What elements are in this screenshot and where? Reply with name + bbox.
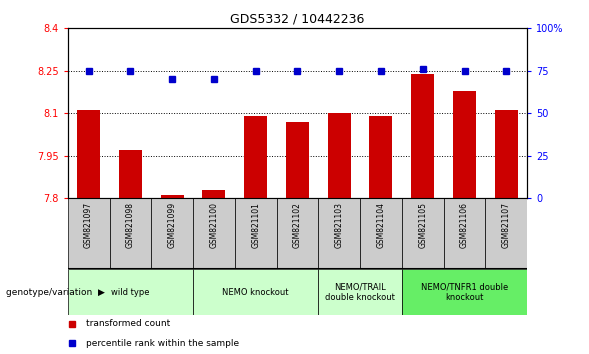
Bar xyxy=(286,122,309,198)
Bar xyxy=(495,110,518,198)
Bar xyxy=(203,190,226,198)
Text: GSM821107: GSM821107 xyxy=(502,202,511,248)
Bar xyxy=(77,110,100,198)
Title: GDS5332 / 10442236: GDS5332 / 10442236 xyxy=(230,13,365,26)
Text: GSM821105: GSM821105 xyxy=(418,202,427,248)
Bar xyxy=(318,198,360,269)
Text: GSM821099: GSM821099 xyxy=(168,202,177,248)
Bar xyxy=(402,269,527,315)
Bar xyxy=(327,113,350,198)
Text: GSM821102: GSM821102 xyxy=(293,202,302,248)
Bar xyxy=(119,150,142,198)
Text: NEMO knockout: NEMO knockout xyxy=(223,287,289,297)
Bar xyxy=(485,198,527,269)
Bar xyxy=(244,116,267,198)
Bar xyxy=(235,198,277,269)
Text: GSM821106: GSM821106 xyxy=(460,202,469,248)
Text: GSM821104: GSM821104 xyxy=(376,202,385,248)
Bar xyxy=(193,198,235,269)
Bar xyxy=(360,198,402,269)
Text: genotype/variation  ▶: genotype/variation ▶ xyxy=(6,287,105,297)
Bar xyxy=(402,198,444,269)
Bar xyxy=(453,91,476,198)
Text: GSM821101: GSM821101 xyxy=(251,202,260,248)
Bar xyxy=(369,116,392,198)
Text: transformed count: transformed count xyxy=(86,319,170,329)
Bar xyxy=(411,74,434,198)
Text: NEMO/TNFR1 double
knockout: NEMO/TNFR1 double knockout xyxy=(421,282,508,302)
Bar xyxy=(161,195,184,198)
Text: NEMO/TRAIL
double knockout: NEMO/TRAIL double knockout xyxy=(325,282,395,302)
Text: wild type: wild type xyxy=(111,287,150,297)
Bar xyxy=(68,269,193,315)
Text: GSM821097: GSM821097 xyxy=(84,202,93,248)
Bar xyxy=(68,198,110,269)
Bar xyxy=(151,198,193,269)
Bar xyxy=(444,198,485,269)
Text: percentile rank within the sample: percentile rank within the sample xyxy=(86,339,239,348)
Bar xyxy=(277,198,318,269)
Text: GSM821098: GSM821098 xyxy=(126,202,135,248)
Bar xyxy=(193,269,318,315)
Text: GSM821100: GSM821100 xyxy=(210,202,219,248)
Bar xyxy=(110,198,151,269)
Text: GSM821103: GSM821103 xyxy=(335,202,344,248)
Bar xyxy=(318,269,402,315)
